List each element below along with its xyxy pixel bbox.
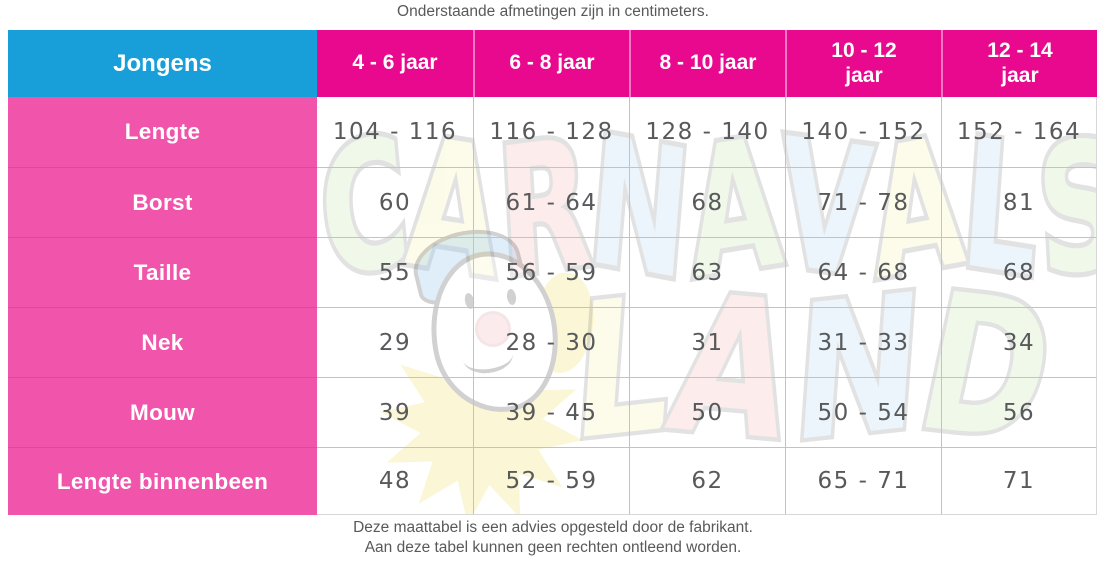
data-cell: 68 (629, 167, 785, 237)
header-cell: 4 - 6 jaar (317, 30, 473, 97)
data-cell: 62 (629, 447, 785, 515)
data-cell: 116 - 128 (473, 97, 629, 167)
data-cell: 31 (629, 307, 785, 377)
data-cell: 128 - 140 (629, 97, 785, 167)
data-cell: 56 - 59 (473, 237, 629, 307)
data-cell: 64 - 68 (785, 237, 941, 307)
data-cell: 50 (629, 377, 785, 447)
data-cell: 61 - 64 (473, 167, 629, 237)
disclaimer-line-2: Aan deze tabel kunnen geen rechten ontle… (364, 539, 742, 557)
row-label: Lengte binnenbeen (8, 447, 317, 515)
data-cell: 63 (629, 237, 785, 307)
data-cell: 52 - 59 (473, 447, 629, 515)
data-cell: 39 - 45 (473, 377, 629, 447)
row-label: Mouw (8, 377, 317, 447)
data-cell: 71 (941, 447, 1097, 515)
header-cell: 6 - 8 jaar (473, 30, 629, 97)
header-cell: 10 - 12 jaar (785, 30, 941, 97)
data-cell: 56 (941, 377, 1097, 447)
data-cell: 68 (941, 237, 1097, 307)
data-cell: 65 - 71 (785, 447, 941, 515)
size-table: Jongens 4 - 6 jaar 6 - 8 jaar 8 - 10 jaar 1… (8, 30, 1097, 515)
disclaimer-line-1: Deze maattabel is een advies opgesteld d… (353, 519, 753, 536)
disclaimer-text: Deze maattabel is een advies opgesteld d… (0, 518, 1106, 559)
data-cell: 31 - 33 (785, 307, 941, 377)
data-cell: 81 (941, 167, 1097, 237)
data-cell: 55 (317, 237, 473, 307)
header-cell: 12 - 14 jaar (941, 30, 1097, 97)
table-corner-jongens: Jongens (8, 30, 317, 97)
row-label: Taille (8, 237, 317, 307)
data-cell: 71 - 78 (785, 167, 941, 237)
row-label: Borst (8, 167, 317, 237)
data-cell: 152 - 164 (941, 97, 1097, 167)
data-cell: 140 - 152 (785, 97, 941, 167)
data-cell: 48 (317, 447, 473, 515)
data-cell: 39 (317, 377, 473, 447)
row-label: Lengte (8, 97, 317, 167)
units-caption: Onderstaande afmetingen zijn in centimet… (397, 3, 709, 20)
data-cell: 104 - 116 (332, 119, 458, 145)
row-label: Nek (8, 307, 317, 377)
data-cell: 50 - 54 (785, 377, 941, 447)
data-cell: 60 (317, 167, 473, 237)
data-cell: 34 (941, 307, 1097, 377)
data-cell: 29 (317, 307, 473, 377)
header-cell: 8 - 10 jaar (629, 30, 785, 97)
data-cell: 28 - 30 (473, 307, 629, 377)
